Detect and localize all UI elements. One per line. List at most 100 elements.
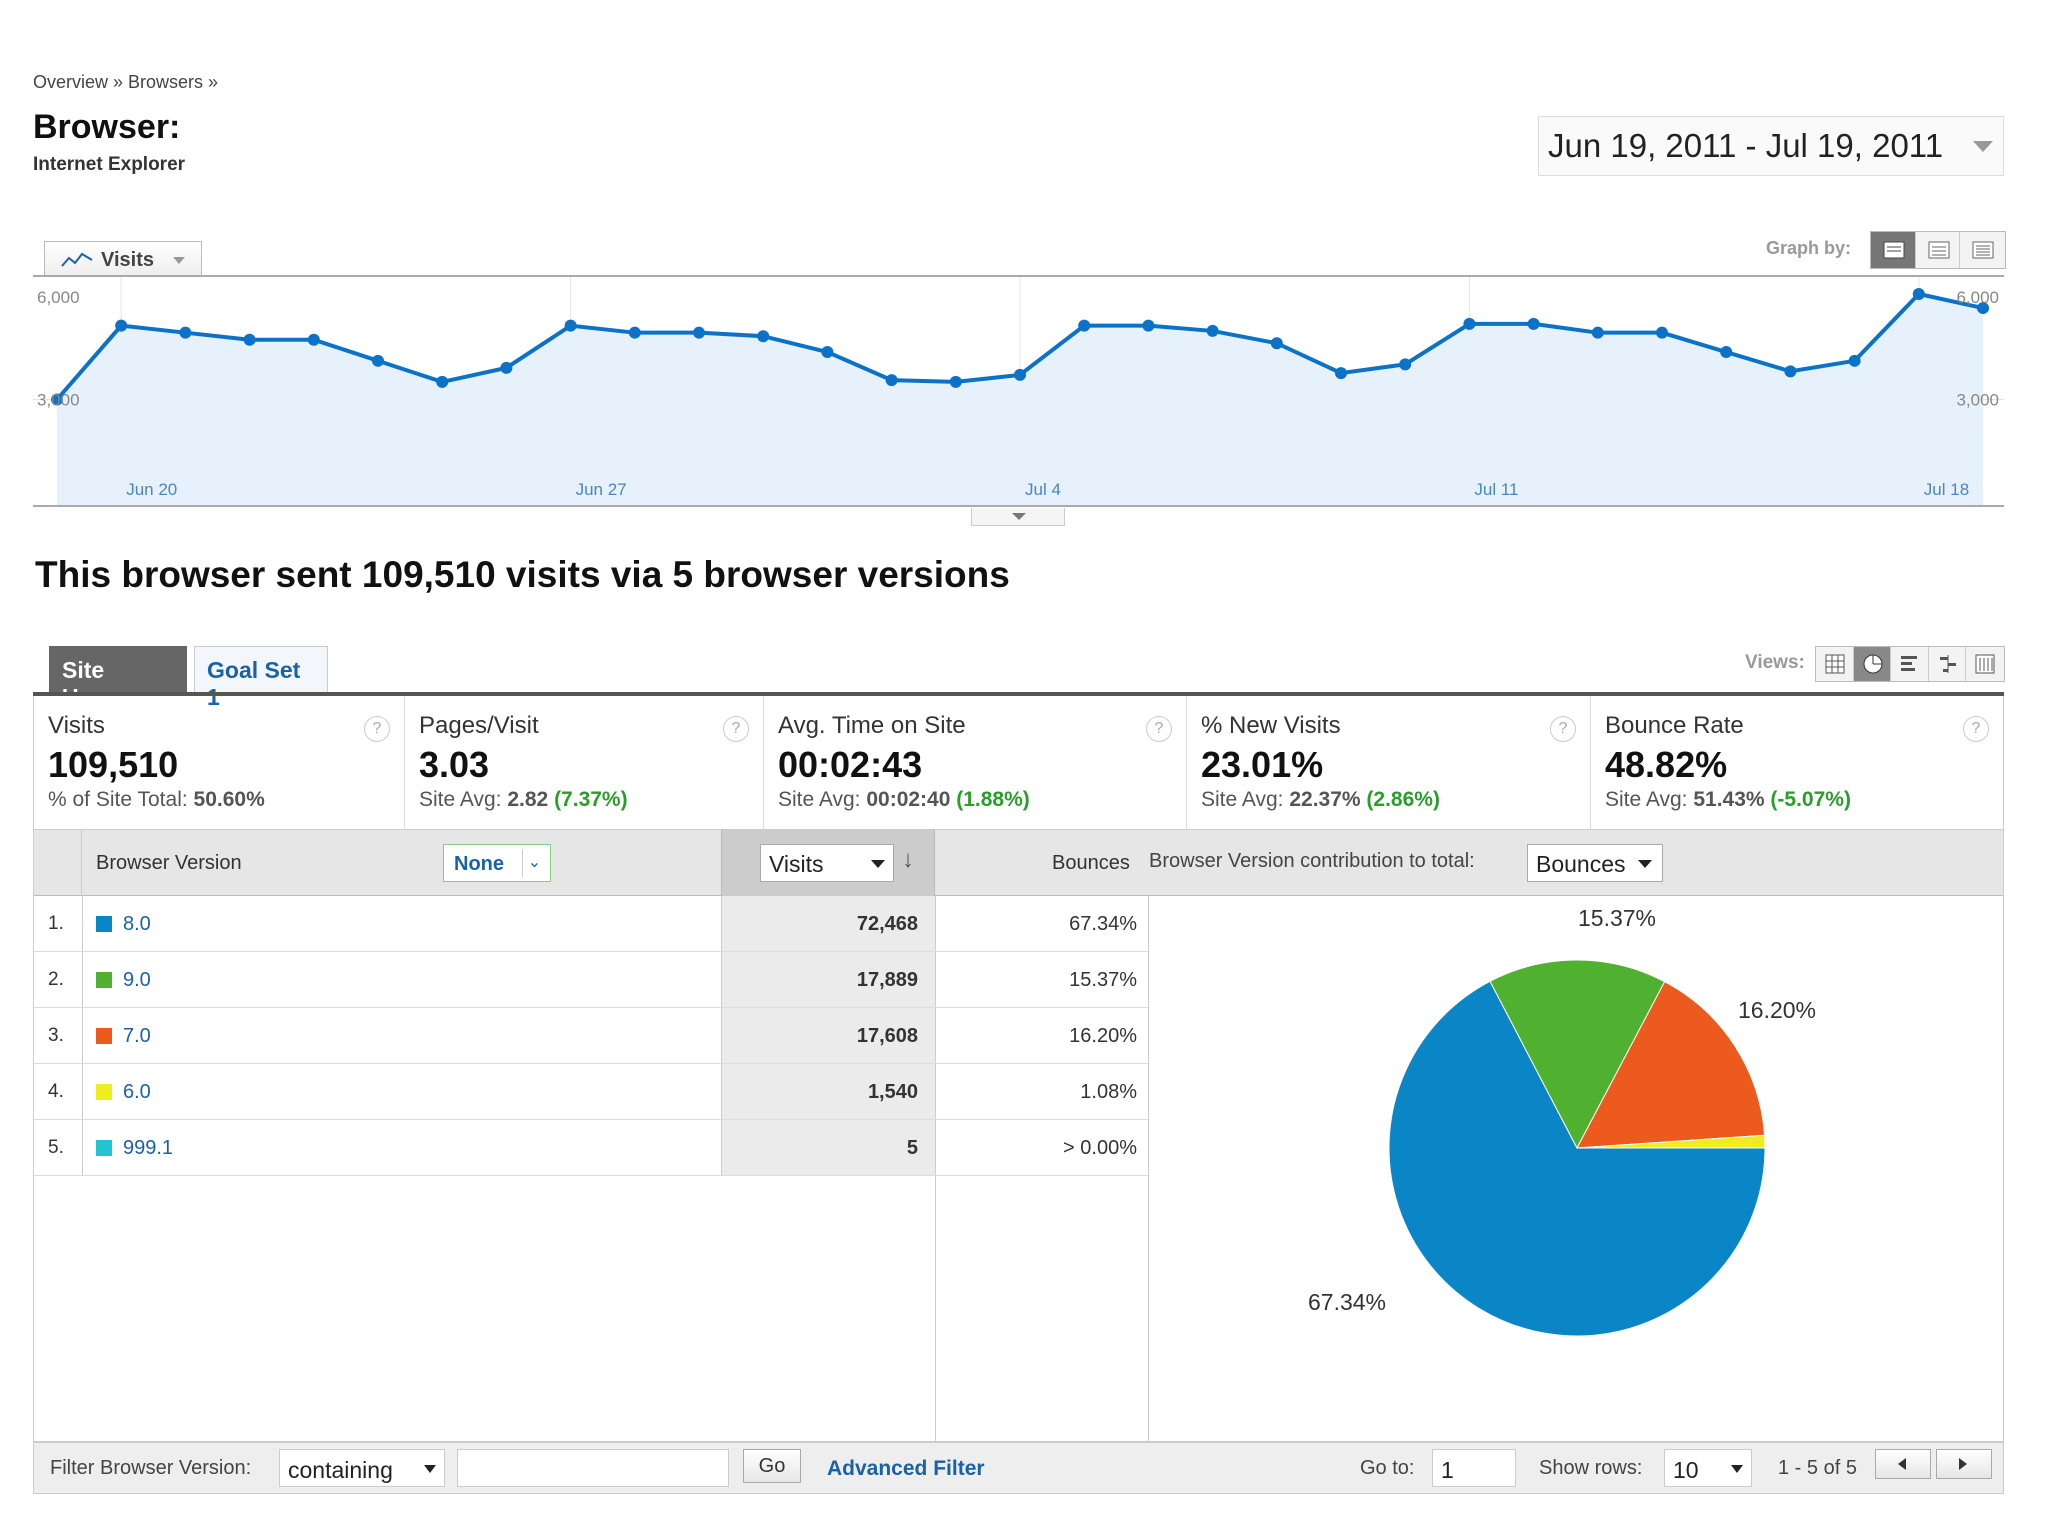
tab-goal-set-1[interactable]: Goal Set 1 xyxy=(194,646,328,710)
help-icon[interactable]: ? xyxy=(1963,716,1989,742)
visits-line-chart[interactable]: 6,000 3,000 6,000 3,000 Jun 20 Jun 27 Jul 4 Jul… xyxy=(33,275,2004,507)
pie-label: 15.37% xyxy=(1578,905,1656,931)
help-icon[interactable]: ? xyxy=(1146,716,1172,742)
x-axis-label: Jun 20 xyxy=(126,480,177,499)
table-row[interactable]: 1. 8.0 72,468 67.34% xyxy=(34,896,1148,952)
view-pivot-button[interactable] xyxy=(1966,647,2004,681)
column-header-browser-version[interactable]: Browser Version xyxy=(96,852,242,874)
data-point xyxy=(1912,288,1925,300)
sort-desc-icon[interactable]: ↓ xyxy=(902,846,914,873)
sparkline-icon xyxy=(61,252,93,267)
metric-sub-prefix: % of Site Total: xyxy=(48,788,194,811)
help-icon[interactable]: ? xyxy=(723,716,749,742)
metric-new-visits: % New Visits 23.01% Site Avg: 22.37% (2.… xyxy=(1187,696,1591,829)
view-table-button[interactable] xyxy=(1816,647,1854,681)
data-point xyxy=(564,319,577,332)
column-header-bounces[interactable]: Bounces xyxy=(1052,852,1130,874)
contribution-metric-select[interactable]: Bounces xyxy=(1527,844,1663,882)
browser-version-link[interactable]: 9.0 xyxy=(123,969,151,991)
column-divider xyxy=(1148,896,1149,1442)
chevron-right-icon xyxy=(1959,1458,1967,1470)
next-page-button[interactable] xyxy=(1936,1449,1992,1479)
show-rows-label: Show rows: xyxy=(1539,1457,1643,1479)
metric-sub-value: 00:02:40 xyxy=(866,788,951,811)
bounces-cell: 15.37% xyxy=(1069,969,1137,991)
visits-metric-select[interactable]: Visits xyxy=(760,844,894,882)
x-axis-label: Jul 4 xyxy=(1025,480,1061,499)
goto-input[interactable]: 1 xyxy=(1432,1449,1516,1487)
table-row[interactable]: 5. 999.1 5 > 0.00% xyxy=(34,1120,1148,1176)
data-point xyxy=(1014,368,1026,381)
view-pie-button[interactable] xyxy=(1853,647,1892,681)
advanced-filter-link[interactable]: Advanced Filter xyxy=(827,1457,985,1480)
table-row[interactable]: 4. 6.0 1,540 1.08% xyxy=(34,1064,1148,1120)
data-point xyxy=(307,333,320,346)
date-range-picker[interactable]: Jun 19, 2011 - Jul 19, 2011 xyxy=(1538,116,2004,176)
chart-collapse-handle[interactable] xyxy=(971,508,1065,526)
show-rows-select[interactable]: 10 xyxy=(1664,1449,1752,1487)
data-point xyxy=(885,374,898,387)
go-button[interactable]: Go xyxy=(743,1449,801,1483)
metric-value: 109,510 xyxy=(48,744,179,785)
visits-cell: 17,608 xyxy=(856,1025,918,1047)
table-header: Browser Version None ⌄ Visits ↓ Bounces … xyxy=(34,830,2003,896)
visits-cell: 1,540 xyxy=(867,1081,918,1103)
graph-metric-selector[interactable]: Visits xyxy=(44,241,202,277)
bounces-cell: > 0.00% xyxy=(1063,1137,1137,1159)
column-divider xyxy=(721,896,722,1176)
data-point xyxy=(693,326,705,339)
browser-version-link[interactable]: 7.0 xyxy=(123,1025,151,1047)
x-axis-label: Jun 27 xyxy=(576,480,627,499)
pie-slice xyxy=(1576,1134,1766,1149)
series-swatch xyxy=(96,1140,112,1156)
pie-label: 16.20% xyxy=(1738,997,1816,1023)
filter-match-select[interactable]: containing xyxy=(279,1449,445,1487)
row-number: 2. xyxy=(48,969,64,990)
chevron-down-icon xyxy=(1973,141,1993,152)
metric-sub-value: 2.82 xyxy=(507,788,549,811)
data-point xyxy=(821,346,834,359)
breadcrumb[interactable]: Overview » Browsers » xyxy=(33,72,219,92)
browser-version-link[interactable]: 6.0 xyxy=(123,1081,151,1103)
metric-sub-prefix: Site Avg: xyxy=(1605,788,1694,811)
metric-sub-delta: (7.37%) xyxy=(554,788,628,811)
x-axis-label: Jul 18 xyxy=(1924,480,1969,499)
browser-version-link[interactable]: 8.0 xyxy=(123,913,151,935)
visits-column-header: Visits ↓ xyxy=(721,830,935,896)
metric-value: 3.03 xyxy=(419,744,490,785)
metric-sub-value: 22.37% xyxy=(1289,788,1361,811)
chevron-down-icon xyxy=(871,860,885,868)
secondary-dimension-button[interactable]: None ⌄ xyxy=(443,844,551,882)
metric-avg-time-on-site: Avg. Time on Site 00:02:43 Site Avg: 00:… xyxy=(764,696,1187,829)
goto-label: Go to: xyxy=(1360,1457,1415,1479)
help-icon[interactable]: ? xyxy=(364,716,390,742)
metric-visits: Visits 109,510 % of Site Total: 50.60% ? xyxy=(34,696,405,829)
pie-view-icon xyxy=(1863,654,1883,674)
view-performance-button[interactable] xyxy=(1891,647,1929,681)
table-row[interactable]: 3. 7.0 17,608 16.20% xyxy=(34,1008,1148,1064)
page-info: 1 - 5 of 5 xyxy=(1778,1457,1857,1479)
metric-sub-delta: (2.86%) xyxy=(1366,788,1440,811)
view-comparison-button[interactable] xyxy=(1929,647,1967,681)
help-icon[interactable]: ? xyxy=(1550,716,1576,742)
prev-page-button[interactable] xyxy=(1875,1449,1931,1479)
graph-by-day-button[interactable] xyxy=(1871,232,1916,268)
metric-sub-prefix: Site Avg: xyxy=(1201,788,1290,811)
data-point xyxy=(1142,319,1155,332)
graph-by-month-button[interactable] xyxy=(1960,232,2005,268)
table-row[interactable]: 2. 9.0 17,889 15.37% xyxy=(34,952,1148,1008)
week-icon xyxy=(1928,241,1950,259)
bar-view-icon xyxy=(1901,656,1918,671)
graph-by-toggle xyxy=(1870,231,2006,269)
filter-text-input[interactable] xyxy=(457,1449,729,1487)
data-point xyxy=(1784,365,1797,378)
metric-value: 00:02:43 xyxy=(778,744,923,785)
metric-sub: Site Avg: 00:02:40 (1.88%) xyxy=(778,788,1030,812)
tab-site-usage[interactable]: Site Usage xyxy=(49,646,187,710)
graph-metric-label: Visits xyxy=(101,249,154,271)
metric-sub-prefix: Site Avg: xyxy=(778,788,867,811)
metric-sub: % of Site Total: 50.60% xyxy=(48,788,265,812)
graph-by-week-button[interactable] xyxy=(1916,232,1961,268)
browser-version-link[interactable]: 999.1 xyxy=(123,1137,174,1159)
data-point xyxy=(436,375,449,388)
